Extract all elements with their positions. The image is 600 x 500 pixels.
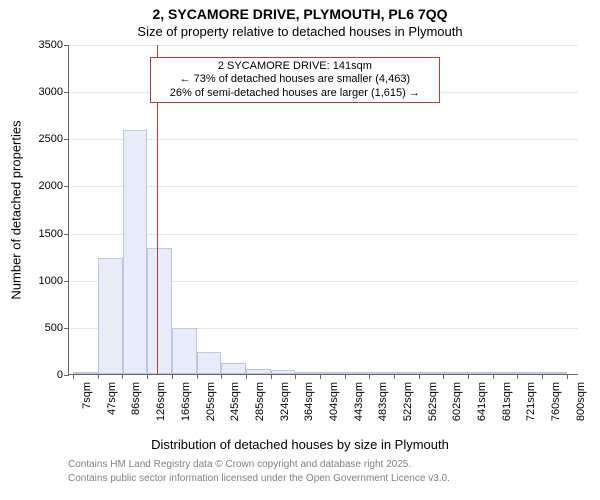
callout-box: 2 SYCAMORE DRIVE: 141sqm← 73% of detache… — [150, 57, 440, 103]
y-tick-label: 1500 — [39, 228, 69, 240]
histogram-bar — [369, 372, 394, 374]
plot-area: 05001000150020002500300035007sqm47sqm86s… — [68, 45, 578, 375]
x-tick-label: 364sqm — [303, 378, 315, 437]
chart-subtitle: Size of property relative to detached ho… — [0, 24, 600, 39]
histogram-bar — [98, 258, 123, 374]
y-tick-label: 3500 — [39, 39, 69, 51]
x-tick-mark — [517, 374, 518, 379]
x-tick-mark — [567, 374, 568, 379]
callout-line: 2 SYCAMORE DRIVE: 141sqm — [155, 60, 435, 73]
x-tick-mark — [493, 374, 494, 379]
x-tick-mark — [73, 374, 74, 379]
y-grid-line — [69, 45, 578, 46]
histogram-bar — [493, 372, 518, 374]
histogram-bar — [123, 130, 148, 374]
histogram-bar — [172, 328, 197, 374]
histogram-bar — [542, 372, 567, 374]
x-tick-label: 522sqm — [402, 378, 414, 437]
histogram-bar — [73, 372, 98, 374]
x-tick-label: 721sqm — [525, 378, 537, 437]
y-tick-label: 2000 — [39, 180, 69, 192]
histogram-bar — [271, 370, 296, 374]
y-tick-label: 0 — [57, 369, 69, 381]
histogram-bar — [468, 372, 493, 374]
x-tick-mark — [320, 374, 321, 379]
y-tick-label: 500 — [45, 322, 69, 334]
x-tick-label: 641sqm — [476, 378, 488, 437]
histogram-bar — [197, 352, 222, 374]
y-tick-label: 2500 — [39, 133, 69, 145]
histogram-bar — [295, 372, 320, 374]
x-tick-mark — [172, 374, 173, 379]
histogram-bar — [419, 372, 444, 374]
x-tick-label: 47sqm — [106, 378, 118, 437]
x-tick-mark — [122, 374, 123, 379]
x-tick-label: 602sqm — [451, 378, 463, 437]
x-tick-mark — [345, 374, 346, 379]
y-axis-label: Number of detached properties — [9, 120, 24, 299]
histogram-bar — [443, 372, 468, 374]
x-tick-label: 126sqm — [155, 378, 167, 437]
x-tick-mark — [394, 374, 395, 379]
x-tick-mark — [542, 374, 543, 379]
x-tick-mark — [147, 374, 148, 379]
histogram-bar — [221, 363, 246, 374]
callout-line: 26% of semi-detached houses are larger (… — [155, 87, 435, 100]
x-tick-mark — [98, 374, 99, 379]
x-tick-label: 205sqm — [205, 378, 217, 437]
x-tick-label: 324sqm — [279, 378, 291, 437]
x-tick-label: 7sqm — [81, 378, 93, 437]
x-tick-label: 86sqm — [130, 378, 142, 437]
callout-line: ← 73% of detached houses are smaller (4,… — [155, 73, 435, 86]
x-tick-mark — [271, 374, 272, 379]
property-size-histogram: 2, SYCAMORE DRIVE, PLYMOUTH, PL6 7QQ Siz… — [0, 0, 600, 500]
x-tick-label: 443sqm — [353, 378, 365, 437]
y-tick-label: 1000 — [39, 275, 69, 287]
x-tick-mark — [221, 374, 222, 379]
x-tick-mark — [369, 374, 370, 379]
x-tick-label: 404sqm — [328, 378, 340, 437]
x-tick-mark — [468, 374, 469, 379]
histogram-bar — [246, 369, 271, 374]
x-tick-mark — [246, 374, 247, 379]
x-tick-label: 483sqm — [377, 378, 389, 437]
x-tick-label: 800sqm — [575, 378, 587, 437]
x-tick-label: 285sqm — [254, 378, 266, 437]
x-tick-label: 760sqm — [550, 378, 562, 437]
histogram-bar — [345, 372, 370, 374]
histogram-bar — [394, 372, 419, 374]
histogram-bar — [147, 248, 172, 374]
x-axis-label: Distribution of detached houses by size … — [0, 437, 600, 452]
x-tick-label: 166sqm — [180, 378, 192, 437]
x-tick-label: 245sqm — [229, 378, 241, 437]
x-tick-mark — [443, 374, 444, 379]
chart-title: 2, SYCAMORE DRIVE, PLYMOUTH, PL6 7QQ — [0, 6, 600, 22]
x-tick-label: 562sqm — [427, 378, 439, 437]
histogram-bar — [320, 372, 345, 374]
y-tick-label: 3000 — [39, 86, 69, 98]
histogram-bar — [517, 372, 542, 374]
x-tick-mark — [419, 374, 420, 379]
x-tick-mark — [295, 374, 296, 379]
footer-line-1: Contains HM Land Registry data © Crown c… — [68, 459, 411, 470]
x-tick-label: 681sqm — [501, 378, 513, 437]
footer-line-2: Contains public sector information licen… — [68, 473, 450, 484]
x-tick-mark — [197, 374, 198, 379]
